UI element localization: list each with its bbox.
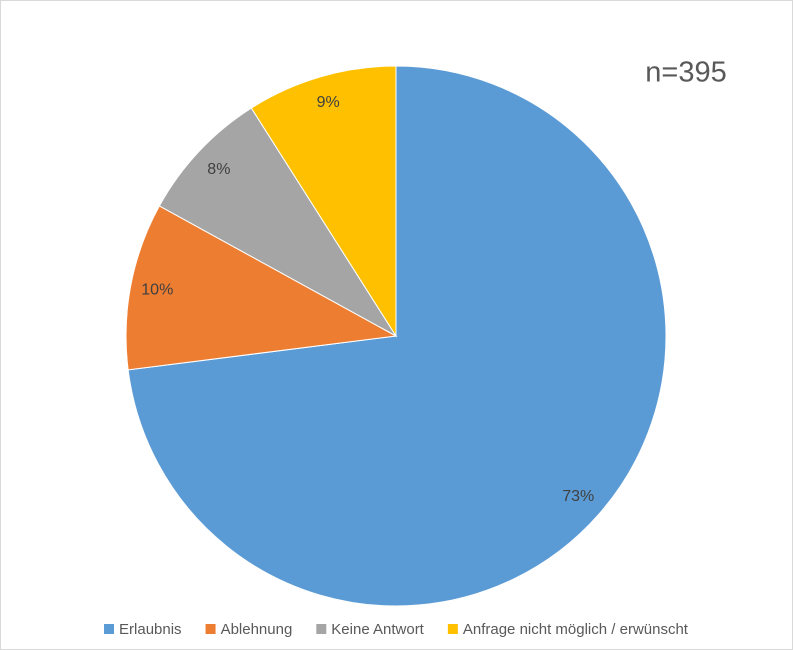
data-label: 73% [562,488,594,505]
pie-slice [125,205,398,371]
data-label: 9% [317,94,340,111]
annotation: n=395 [645,57,726,89]
data-label: 8% [207,161,230,178]
pie-slice [158,107,397,337]
pie-slice [127,65,667,607]
legend-swatch [104,624,115,634]
legend-label: Ablehnung [221,621,293,638]
legend-label: Anfrage nicht möglich / erwünscht [463,621,689,638]
legend-label: Keine Antwort [331,621,424,638]
legend-swatch [205,624,216,634]
pie-slice [250,65,397,338]
legend-label: Erlaubnis [119,621,182,638]
legend-swatch [447,624,458,634]
legend: Erlaubnis Ablehnung Keine Antwort Anfrage n… [104,621,689,638]
data-label: 10% [141,282,173,299]
legend-swatch [316,624,327,634]
